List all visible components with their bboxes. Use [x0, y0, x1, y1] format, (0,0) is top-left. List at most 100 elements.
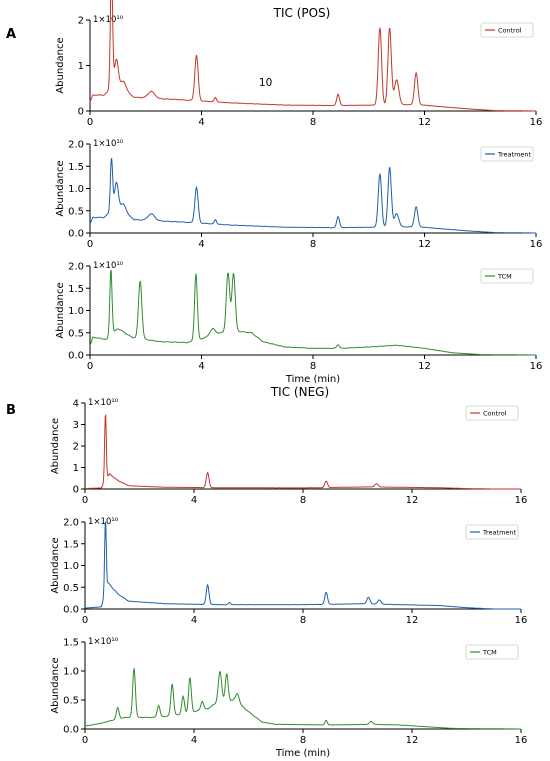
x-tick-label: 0	[87, 117, 93, 128]
y-tick-label: 1.5	[63, 638, 79, 649]
x-tick-label: 12	[418, 117, 431, 128]
y-tick-label: 0.0	[68, 229, 84, 240]
y-axis-label: Abundance	[55, 37, 66, 93]
y-tick-label: 0.0	[63, 725, 79, 736]
x-tick-label: 12	[418, 239, 431, 250]
x-tick-label: 16	[530, 117, 543, 128]
panel-letter-b: B	[6, 403, 16, 418]
y-tick-label: 1	[73, 463, 79, 474]
x-tick-label: 8	[310, 239, 316, 250]
y-axis-label: Abundance	[55, 160, 66, 216]
y-tick-label: 0.5	[63, 583, 79, 594]
scale-label: 1×10¹⁰	[93, 15, 124, 25]
x-tick-label: 12	[418, 361, 431, 372]
x-tick-label: 4	[198, 361, 204, 372]
legend-label: Control	[498, 27, 522, 35]
x-tick-label: 12	[406, 615, 419, 626]
y-tick-label: 2.0	[68, 262, 84, 273]
x-tick-label: 16	[515, 495, 528, 506]
x-tick-label: 8	[300, 495, 306, 506]
legend: TCM	[480, 268, 534, 284]
x-tick-label: 12	[406, 495, 419, 506]
y-tick-label: 2	[78, 16, 84, 27]
series-line-control	[84, 413, 521, 490]
x-tick-label: 16	[515, 735, 528, 746]
scale-label: 1×10¹⁰	[93, 261, 124, 271]
scale-label: 1×10¹⁰	[88, 517, 119, 527]
scale-label: 1×10¹⁰	[93, 139, 124, 149]
legend: Treatment	[465, 524, 519, 540]
y-tick-label: 1.0	[68, 306, 84, 317]
x-axis-label: Time (min)	[285, 374, 340, 385]
y-tick-label: 1.5	[63, 539, 79, 550]
legend-label: Control	[483, 410, 507, 418]
x-tick-label: 0	[82, 495, 88, 506]
y-tick-label: 1	[78, 61, 84, 72]
x-tick-label: 8	[300, 735, 306, 746]
x-tick-label: 12	[406, 735, 419, 746]
x-tick-label: 16	[530, 361, 543, 372]
annotation-label: 10	[259, 77, 272, 89]
x-tick-label: 4	[198, 239, 204, 250]
y-axis-label: Abundance	[55, 282, 66, 338]
x-tick-label: 8	[300, 615, 306, 626]
x-tick-label: 0	[87, 361, 93, 372]
y-axis-label: Abundance	[50, 537, 61, 593]
y-tick-label: 2.0	[63, 518, 79, 529]
panel-title-pos: TIC (POS)	[273, 6, 331, 20]
x-tick-label: 16	[515, 615, 528, 626]
y-tick-label: 1.0	[63, 561, 79, 572]
legend-box	[465, 405, 519, 421]
x-tick-label: 8	[310, 117, 316, 128]
legend-label: TCM	[482, 649, 497, 657]
legend-box	[465, 524, 519, 540]
y-tick-label: 0.5	[63, 696, 79, 707]
x-tick-label: 16	[530, 239, 543, 250]
x-tick-label: 0	[82, 735, 88, 746]
legend-label: Treatment	[482, 529, 517, 537]
x-tick-label: 4	[191, 615, 197, 626]
y-tick-label: 0.5	[68, 328, 84, 339]
y-tick-label: 2.0	[68, 140, 84, 151]
y-tick-label: 3	[73, 420, 79, 431]
y-tick-label: 2	[73, 442, 79, 453]
series-line-treatment	[85, 521, 521, 610]
chart-2: 0 4 8 12 16 0.0 0.5 1.0 1.5 2.0 1×10¹⁰ Abundance Tre…	[55, 139, 542, 250]
legend: Control	[480, 22, 534, 38]
y-axis-label: Abundance	[50, 418, 61, 474]
x-tick-label: 4	[191, 735, 197, 746]
legend-box	[480, 146, 534, 162]
x-tick-label: 8	[310, 361, 316, 372]
y-tick-label: 4	[73, 399, 79, 410]
panel-title-neg: TIC (NEG)	[270, 385, 329, 399]
y-tick-label: 0	[78, 107, 84, 118]
y-axis-label: Abundance	[50, 657, 61, 713]
legend-label: Treatment	[497, 151, 532, 159]
x-tick-label: 0	[82, 615, 88, 626]
series-line-control	[89, 0, 536, 112]
legend-box	[480, 22, 534, 38]
legend: Control	[465, 405, 519, 421]
y-tick-label: 1.0	[63, 667, 79, 678]
legend-label: TCM	[497, 273, 512, 281]
legend-box	[465, 644, 519, 660]
chart-3: 0 4 8 12 16 0.0 0.5 1.0 1.5 2.0 1×10¹⁰ Abundance Tim…	[55, 261, 542, 385]
series-line-treatment	[89, 158, 536, 234]
series-line-tcm	[84, 668, 521, 730]
x-tick-label: 0	[87, 239, 93, 250]
x-tick-label: 4	[198, 117, 204, 128]
y-tick-label: 0	[73, 485, 79, 496]
chart-6: 0 4 8 12 16 0.0 0.5 1.0 1.5 1×10¹⁰ Abundance Time (…	[50, 637, 527, 759]
y-tick-label: 1.5	[68, 162, 84, 173]
y-tick-label: 0.0	[68, 351, 84, 362]
legend: TCM	[465, 644, 519, 660]
y-tick-label: 0.5	[68, 206, 84, 217]
y-tick-label: 0.0	[63, 605, 79, 616]
y-tick-label: 1.5	[68, 284, 84, 295]
legend-box	[480, 268, 534, 284]
scale-label: 1×10¹⁰	[88, 637, 119, 647]
series-line-tcm	[89, 269, 536, 356]
